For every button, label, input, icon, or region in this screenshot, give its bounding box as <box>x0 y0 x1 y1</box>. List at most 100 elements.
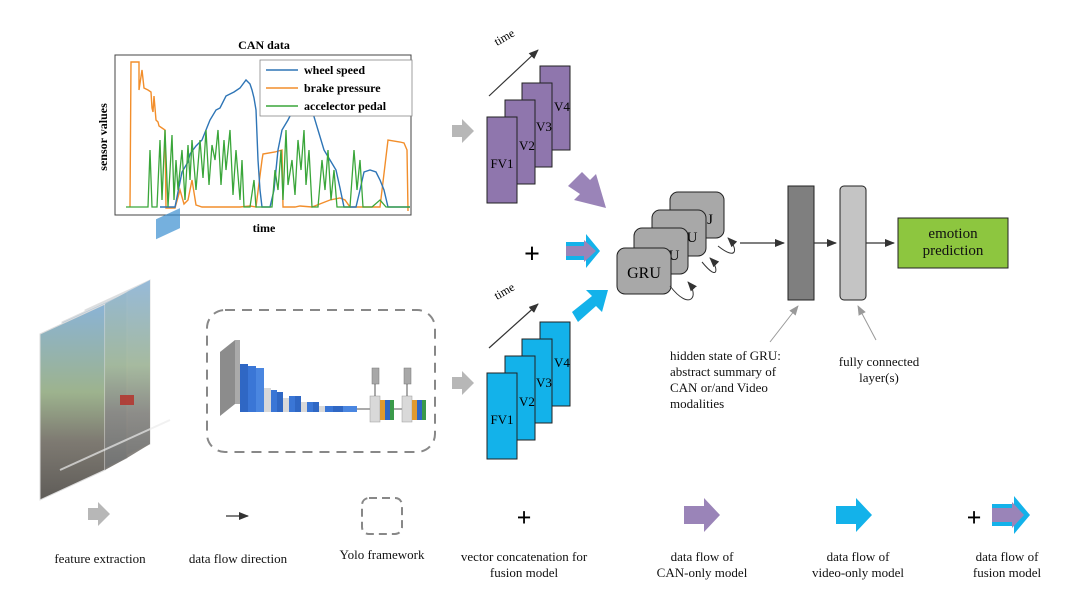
yolo-pool-4 <box>319 406 325 412</box>
feature-vector-fv1-top-label: FV1 <box>490 156 513 171</box>
yolo-conv-8 <box>307 402 313 412</box>
gru-cell-1 <box>616 247 672 295</box>
car-icon <box>120 395 134 405</box>
yolo-conv-10 <box>325 406 333 412</box>
yolo-feature-b2 <box>417 400 422 420</box>
series-wheel-speed <box>160 78 410 208</box>
legend-feature-extraction-icon <box>88 502 110 526</box>
legend-video-only-label-line-1: data flow of <box>826 549 890 564</box>
pointer-fully-connected <box>857 305 877 341</box>
legend-fusion-label-line-1: data flow of <box>975 549 1039 564</box>
yolo-feature-a1 <box>380 400 385 420</box>
can-chart-xlabel: time <box>253 221 276 235</box>
yolo-input-layer-side <box>235 340 240 404</box>
road-sign-icon <box>156 208 180 240</box>
yolo-output-2 <box>403 367 412 385</box>
legend-concat-label: vector concatenation for fusion model <box>440 549 608 581</box>
feature-extraction-arrow-video <box>452 371 474 395</box>
feature-extraction-arrow-can <box>452 119 474 143</box>
legend-concat-icon: + <box>517 503 532 532</box>
feature-vector-v4-top-label: V4 <box>554 99 570 114</box>
gru-cell-1-label: GRU <box>627 265 661 282</box>
yolo-feature-b3 <box>422 400 426 420</box>
concat-plus-sign: + <box>524 239 540 270</box>
hidden-state-annotation-line-2: abstract summary of <box>670 364 777 379</box>
legend-video-only-icon <box>836 498 872 532</box>
can-only-flow-arrow <box>568 172 606 208</box>
yolo-feature-b1 <box>412 400 417 420</box>
yolo-framework-box <box>206 309 436 453</box>
feature-vector-fv1-bottom-label: FV1 <box>490 412 513 427</box>
feature-vector-v2-top-label: V2 <box>519 138 535 153</box>
feature-vector-fv1-bottom <box>486 372 518 460</box>
yolo-conv-11 <box>333 406 343 412</box>
gru-cell-2-label: U <box>669 248 680 264</box>
legend-fusion-arrow-purple <box>992 502 1024 528</box>
feature-vector-v3-bottom-label: V3 <box>536 375 552 390</box>
hidden-state-annotation-line-4: modalities <box>670 396 725 411</box>
yolo-feature-a3 <box>390 400 394 420</box>
fusion-arrow-purple <box>566 240 596 262</box>
legend-concat-label-line-1: vector concatenation for <box>460 549 588 564</box>
video-frames <box>39 208 180 501</box>
yolo-dashed-border <box>206 309 436 453</box>
emotion-prediction-box <box>897 217 1009 269</box>
yolo-conv-6 <box>289 396 295 412</box>
yolo-upsample-2 <box>401 395 413 423</box>
yolo-pool-3 <box>301 402 307 412</box>
video-frame-stack-side <box>105 280 150 470</box>
video-frame-1 <box>39 303 106 501</box>
legend-can-only-icon <box>684 498 720 532</box>
time-arrow-bottom <box>488 303 539 349</box>
legend-video-only-label: data flow of video-only model <box>794 549 922 581</box>
feature-vectors-bottom: time V4 V3 V2 FV1 <box>486 280 571 460</box>
fully-connected-annotation-line-2: layer(s) <box>859 370 899 385</box>
yolo-conv-2 <box>248 366 256 412</box>
legend-can-only-label-line-1: data flow of <box>670 549 734 564</box>
legend-fusion-label: data flow of fusion model <box>952 549 1062 581</box>
hidden-state-annotation: hidden state of GRU: abstract summary of… <box>670 348 781 412</box>
feature-vector-fv1-top <box>486 116 518 204</box>
hidden-state-annotation-line-1: hidden state of GRU: <box>670 348 781 363</box>
yolo-conv-3 <box>256 368 264 412</box>
yolo-output-1 <box>371 367 380 385</box>
series-brake-pressure <box>129 61 409 212</box>
hidden-state-annotation-line-3: CAN or/and Video <box>670 380 768 395</box>
pointer-hidden-state <box>769 305 799 343</box>
yolo-feature-a2 <box>385 400 390 420</box>
yolo-pool-1 <box>264 388 271 412</box>
feature-vectors-top: time V4 V3 V2 FV1 <box>486 26 571 204</box>
gru-cell-4-label: J <box>707 212 713 228</box>
legend-can-only-label: data flow of CAN-only model <box>640 549 764 581</box>
time-label-bottom: time <box>492 280 517 303</box>
yolo-input-layer <box>220 340 235 416</box>
series-accel-pedal <box>126 129 410 208</box>
can-chart-title: CAN data <box>238 38 290 52</box>
gru-cell-3-label: U <box>687 230 698 246</box>
gru-recurrent-arrow-3 <box>717 237 738 254</box>
can-chart-ylabel: sensor values <box>96 103 110 171</box>
fully-connected-annotation-line-1: fully connected <box>838 354 920 369</box>
legend-yolo-label: Yolo framework <box>339 547 425 562</box>
feature-vector-v3-top-label: V3 <box>536 119 552 134</box>
legend-accel-pedal-label: accelector pedal <box>304 99 387 113</box>
gru-stack: J U U GRU <box>616 191 738 301</box>
yolo-conv-1 <box>240 364 248 412</box>
legend-fusion-label-line-2: fusion model <box>972 565 1042 580</box>
legend-row: + + <box>88 496 1030 535</box>
yolo-conv-5 <box>277 392 283 412</box>
yolo-pool-2 <box>283 398 289 412</box>
legend-brake-pressure-label: brake pressure <box>304 81 381 95</box>
time-label-top: time <box>492 26 517 49</box>
video-only-flow-arrow <box>572 290 608 322</box>
crosswalk-line <box>59 419 171 471</box>
emotion-prediction-label: emotion prediction <box>922 226 984 259</box>
fully-connected-annotation: fully connected layer(s) <box>826 354 932 386</box>
gru-recurrent-arrow-1 <box>669 281 697 301</box>
legend-wheel-speed-label: wheel speed <box>304 63 365 77</box>
yolo-conv-4 <box>271 390 277 412</box>
legend-video-only-label-line-2: video-only model <box>811 565 905 580</box>
hidden-state-layer <box>787 185 815 301</box>
feature-vector-v2-bottom-label: V2 <box>519 394 535 409</box>
